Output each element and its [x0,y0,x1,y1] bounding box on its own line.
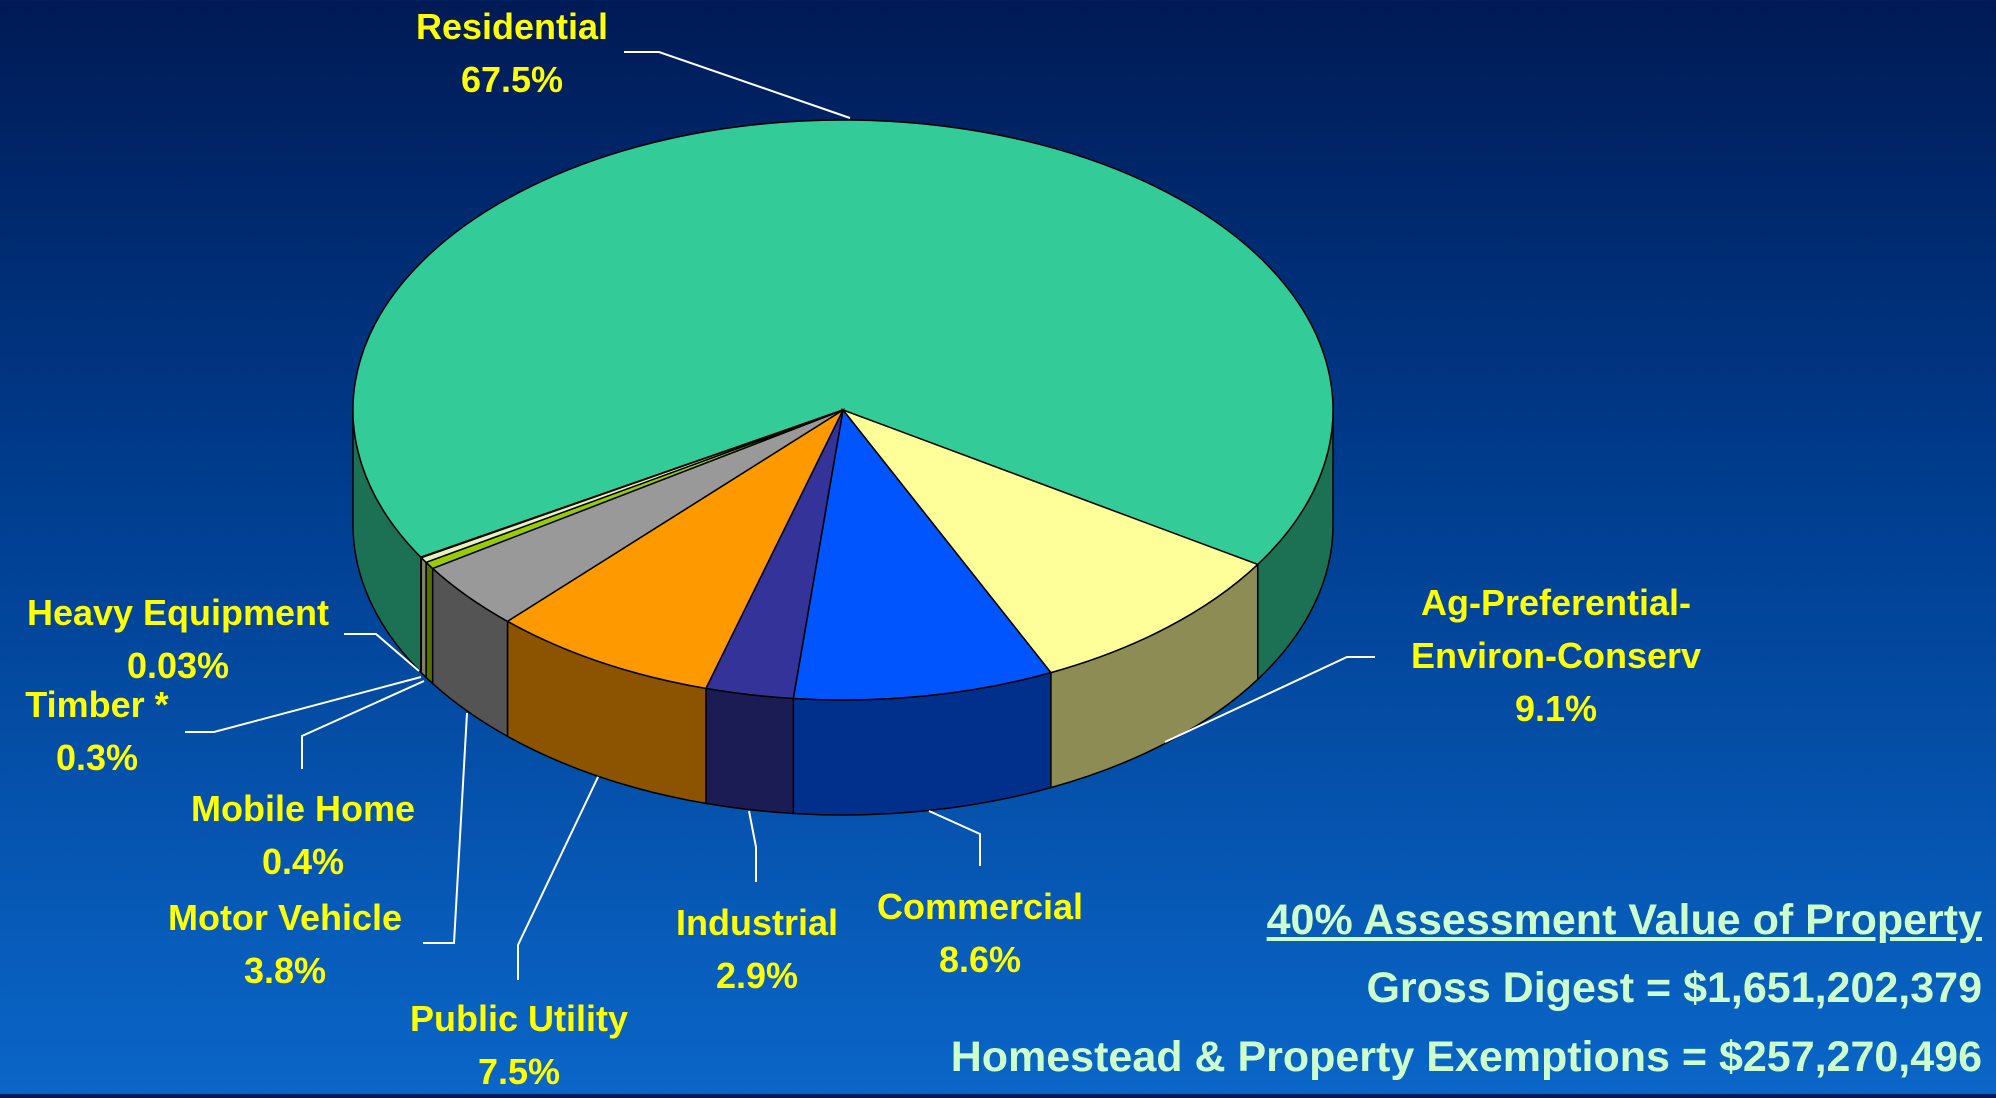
leader-line [624,52,850,118]
category-label: Mobile Home [191,782,415,835]
leader-line [423,713,467,943]
slice-label: Timber *0.3% [25,678,168,784]
category-label: Residential [416,0,608,53]
leader-line [749,811,756,882]
leader-line [518,777,598,980]
category-label: Public Utility [410,992,628,1045]
value-label: 7.5% [410,1045,628,1098]
slice-side [426,562,433,683]
category-label: Ag-Preferential-Environ-Conserv [1376,576,1736,682]
annotation: Gross Digest = $1,651,202,379 [1366,964,1982,1013]
value-label: 2.9% [676,949,838,1002]
slice-side [706,688,793,813]
annotation: 40% Assessment Value of Property [1267,896,1982,945]
value-label: 8.6% [877,933,1083,986]
value-label: 67.5% [416,53,608,106]
value-label: 0.4% [191,835,415,888]
value-label: 3.8% [168,944,402,997]
leader-line [302,681,424,769]
value-label: 0.03% [27,639,329,692]
category-label: Commercial [877,880,1083,933]
category-label: Heavy Equipment [27,586,329,639]
category-label: Motor Vehicle [168,891,402,944]
value-label: 0.3% [25,731,168,784]
category-label: Industrial [676,896,838,949]
value-label: 9.1% [1376,682,1736,735]
leader-line [929,811,980,866]
pie-tops [353,120,1333,700]
annotation: Homestead & Property Exemptions = $257,2… [951,1033,1982,1082]
